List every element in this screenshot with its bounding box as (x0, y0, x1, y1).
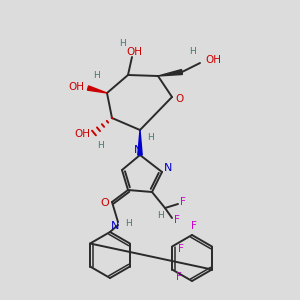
Text: H: H (124, 220, 131, 229)
Text: N: N (134, 145, 142, 155)
Polygon shape (158, 70, 182, 76)
Text: H: H (97, 140, 104, 149)
Text: OH: OH (74, 129, 90, 139)
Text: OH: OH (126, 47, 142, 57)
Polygon shape (138, 130, 142, 155)
Polygon shape (87, 86, 107, 93)
Text: H: H (147, 134, 153, 142)
Text: F: F (191, 221, 197, 231)
Text: O: O (175, 94, 183, 104)
Text: H: H (189, 46, 195, 56)
Text: F: F (176, 272, 182, 283)
Text: H: H (93, 71, 99, 80)
Text: H: H (157, 212, 164, 220)
Text: OH: OH (205, 55, 221, 65)
Text: F: F (180, 197, 186, 207)
Text: O: O (100, 198, 109, 208)
Text: N: N (164, 163, 172, 173)
Text: H: H (118, 38, 125, 47)
Text: N: N (111, 221, 119, 231)
Text: F: F (178, 244, 184, 254)
Text: OH: OH (68, 82, 84, 92)
Text: F: F (174, 215, 180, 225)
